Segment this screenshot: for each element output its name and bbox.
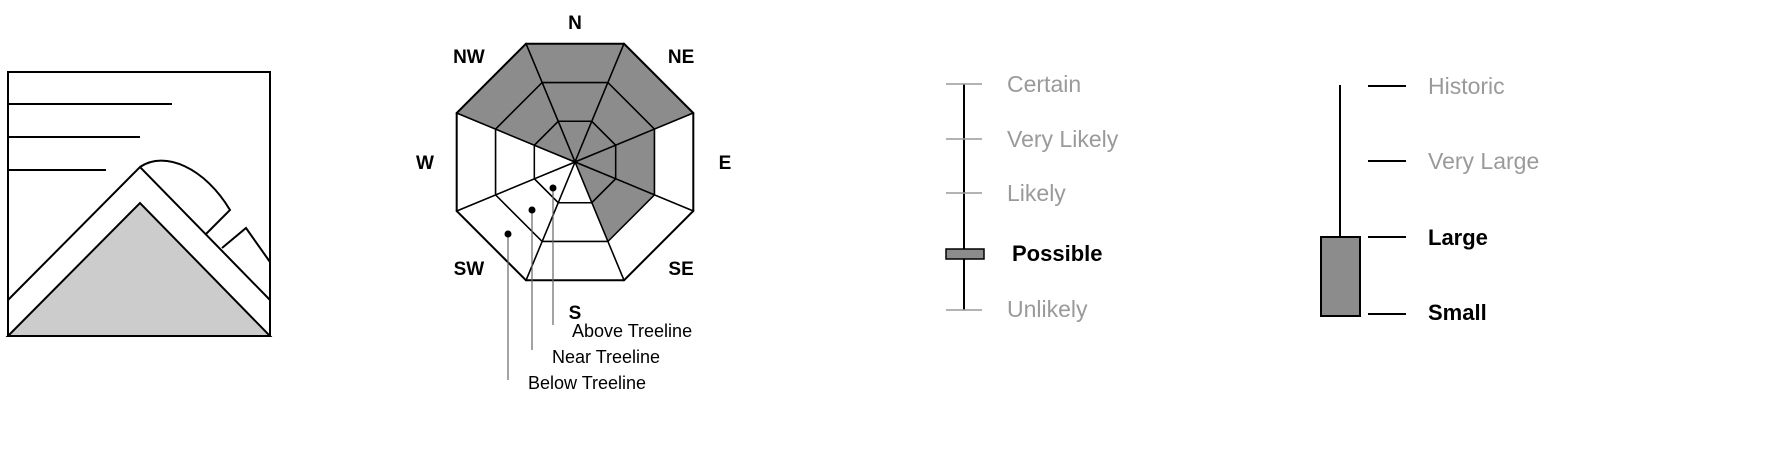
size-large: Large — [1428, 225, 1488, 250]
snow-slab-fragment — [221, 226, 271, 263]
mountain-slope — [5, 201, 273, 337]
direction-se: SE — [668, 259, 693, 280]
likelihood-unlikely: Unlikely — [1007, 296, 1088, 322]
size-very-large: Very Large — [1428, 148, 1539, 174]
sector-outer-w — [455, 111, 497, 213]
elevation-leaders — [504, 184, 557, 380]
terrain-illustration — [5, 71, 273, 337]
size-scale: Historic Very Large Large Small — [1300, 0, 1784, 452]
likelihood-very-likely: Very Likely — [1007, 126, 1119, 152]
likelihood-certain: Certain — [1007, 71, 1081, 97]
size-chart: Historic Very Large Large Small — [1320, 73, 1539, 325]
direction-sw: SW — [454, 259, 485, 280]
label-below-treeline: Below Treeline — [528, 373, 646, 393]
rose-outer-outline — [455, 42, 695, 282]
direction-e: E — [719, 153, 732, 174]
likelihood-possible: Possible — [1012, 241, 1102, 266]
sector-outer-s — [524, 240, 626, 282]
likelihood-marker-possible — [945, 248, 985, 260]
likelihood-chart: Certain Very Likely Likely Possible Unli… — [945, 71, 1119, 322]
label-near-treeline: Near Treeline — [552, 347, 660, 367]
label-above-treeline: Above Treeline — [572, 321, 692, 341]
rose-sectors — [455, 42, 695, 282]
direction-s: S — [569, 303, 582, 324]
aspect-elevation-rose: N NE E SE S SW W NW Above Treeline Near Treelin… — [380, 0, 800, 452]
rose-direction-labels: N NE E SE S SW W NW — [416, 13, 731, 324]
dot-above-treeline — [549, 184, 557, 192]
direction-n: N — [568, 13, 582, 34]
direction-ne: NE — [668, 47, 694, 68]
sector-outer-e — [653, 111, 695, 213]
avalanche-problem-icon — [0, 0, 300, 452]
direction-nw: NW — [453, 47, 485, 68]
size-range-bar — [1320, 236, 1361, 317]
direction-w: W — [416, 153, 434, 174]
size-historic: Historic — [1428, 73, 1505, 99]
dot-below-treeline — [504, 230, 512, 238]
sector-outer-n — [524, 42, 626, 84]
cornice-shape — [139, 159, 232, 235]
rose-diagram: N NE E SE S SW W NW Above Treeline Near Treelin… — [416, 13, 731, 393]
dot-near-treeline — [528, 206, 536, 214]
rose-outlines — [455, 42, 695, 282]
size-small: Small — [1428, 300, 1487, 325]
likelihood-scale: Certain Very Likely Likely Possible Unli… — [900, 0, 1220, 452]
likelihood-likely: Likely — [1007, 180, 1066, 206]
